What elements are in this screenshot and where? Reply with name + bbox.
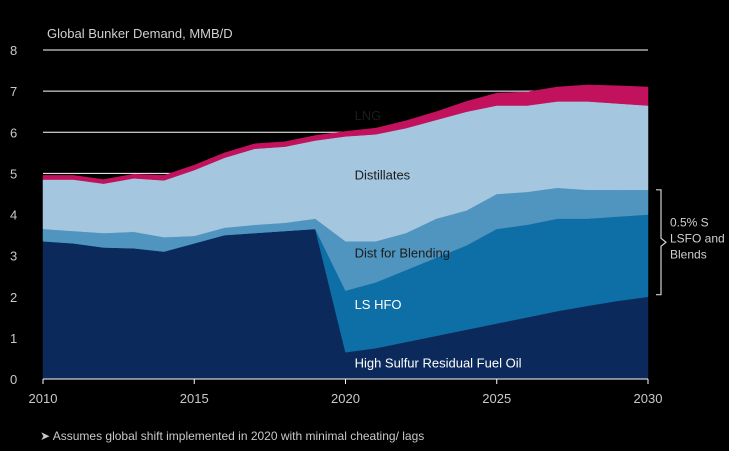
y-tick-label-3: 3 [10,249,17,264]
chart-title: Global Bunker Demand, MMB/D [47,26,233,41]
x-tick-label-2015: 2015 [180,391,209,406]
x-tick-label-2025: 2025 [482,391,511,406]
x-tick-label-2020: 2020 [331,391,360,406]
axes: 0 1 2 3 4 5 6 7 8 2010 2015 2020 2025 2030 [10,43,662,406]
bracket-label-line-1: 0.5% S [670,215,709,229]
series-label-dist-for-blending: Dist for Blending [355,246,450,261]
bracket-line [656,189,667,296]
y-tick-label-0: 0 [10,372,17,387]
y-tick-label-5: 5 [10,166,17,181]
y-tick-label-4: 4 [10,208,17,223]
area-series [42,84,649,380]
series-label-high-sulfur-residual-fuel-oil: High Sulfur Residual Fuel Oil [355,355,522,370]
footnote: ➤ Assumes global shift implemented in 20… [40,429,424,443]
y-tick-label-7: 7 [10,84,17,99]
bracket-annotation: 0.5% S LSFO and Blends [656,189,725,296]
y-tick-label-6: 6 [10,125,17,140]
area-lng [42,84,649,184]
y-tick-label-1: 1 [10,331,17,346]
series-labels: LNG Distillates Dist for Blending LS HFO Hig… [355,108,522,371]
bracket-label-line-3: Blends [670,247,707,261]
series-label-ls-hfo: LS HFO [355,297,402,312]
bracket-label-line-2: LSFO and [670,231,725,245]
x-tick-label-2010: 2010 [29,391,58,406]
y-tick-label-2: 2 [10,290,17,305]
series-label-lng: LNG [355,108,382,123]
y-tick-label-8: 8 [10,43,17,58]
series-label-distillates: Distillates [355,168,411,183]
x-tick-label-2030: 2030 [634,391,663,406]
